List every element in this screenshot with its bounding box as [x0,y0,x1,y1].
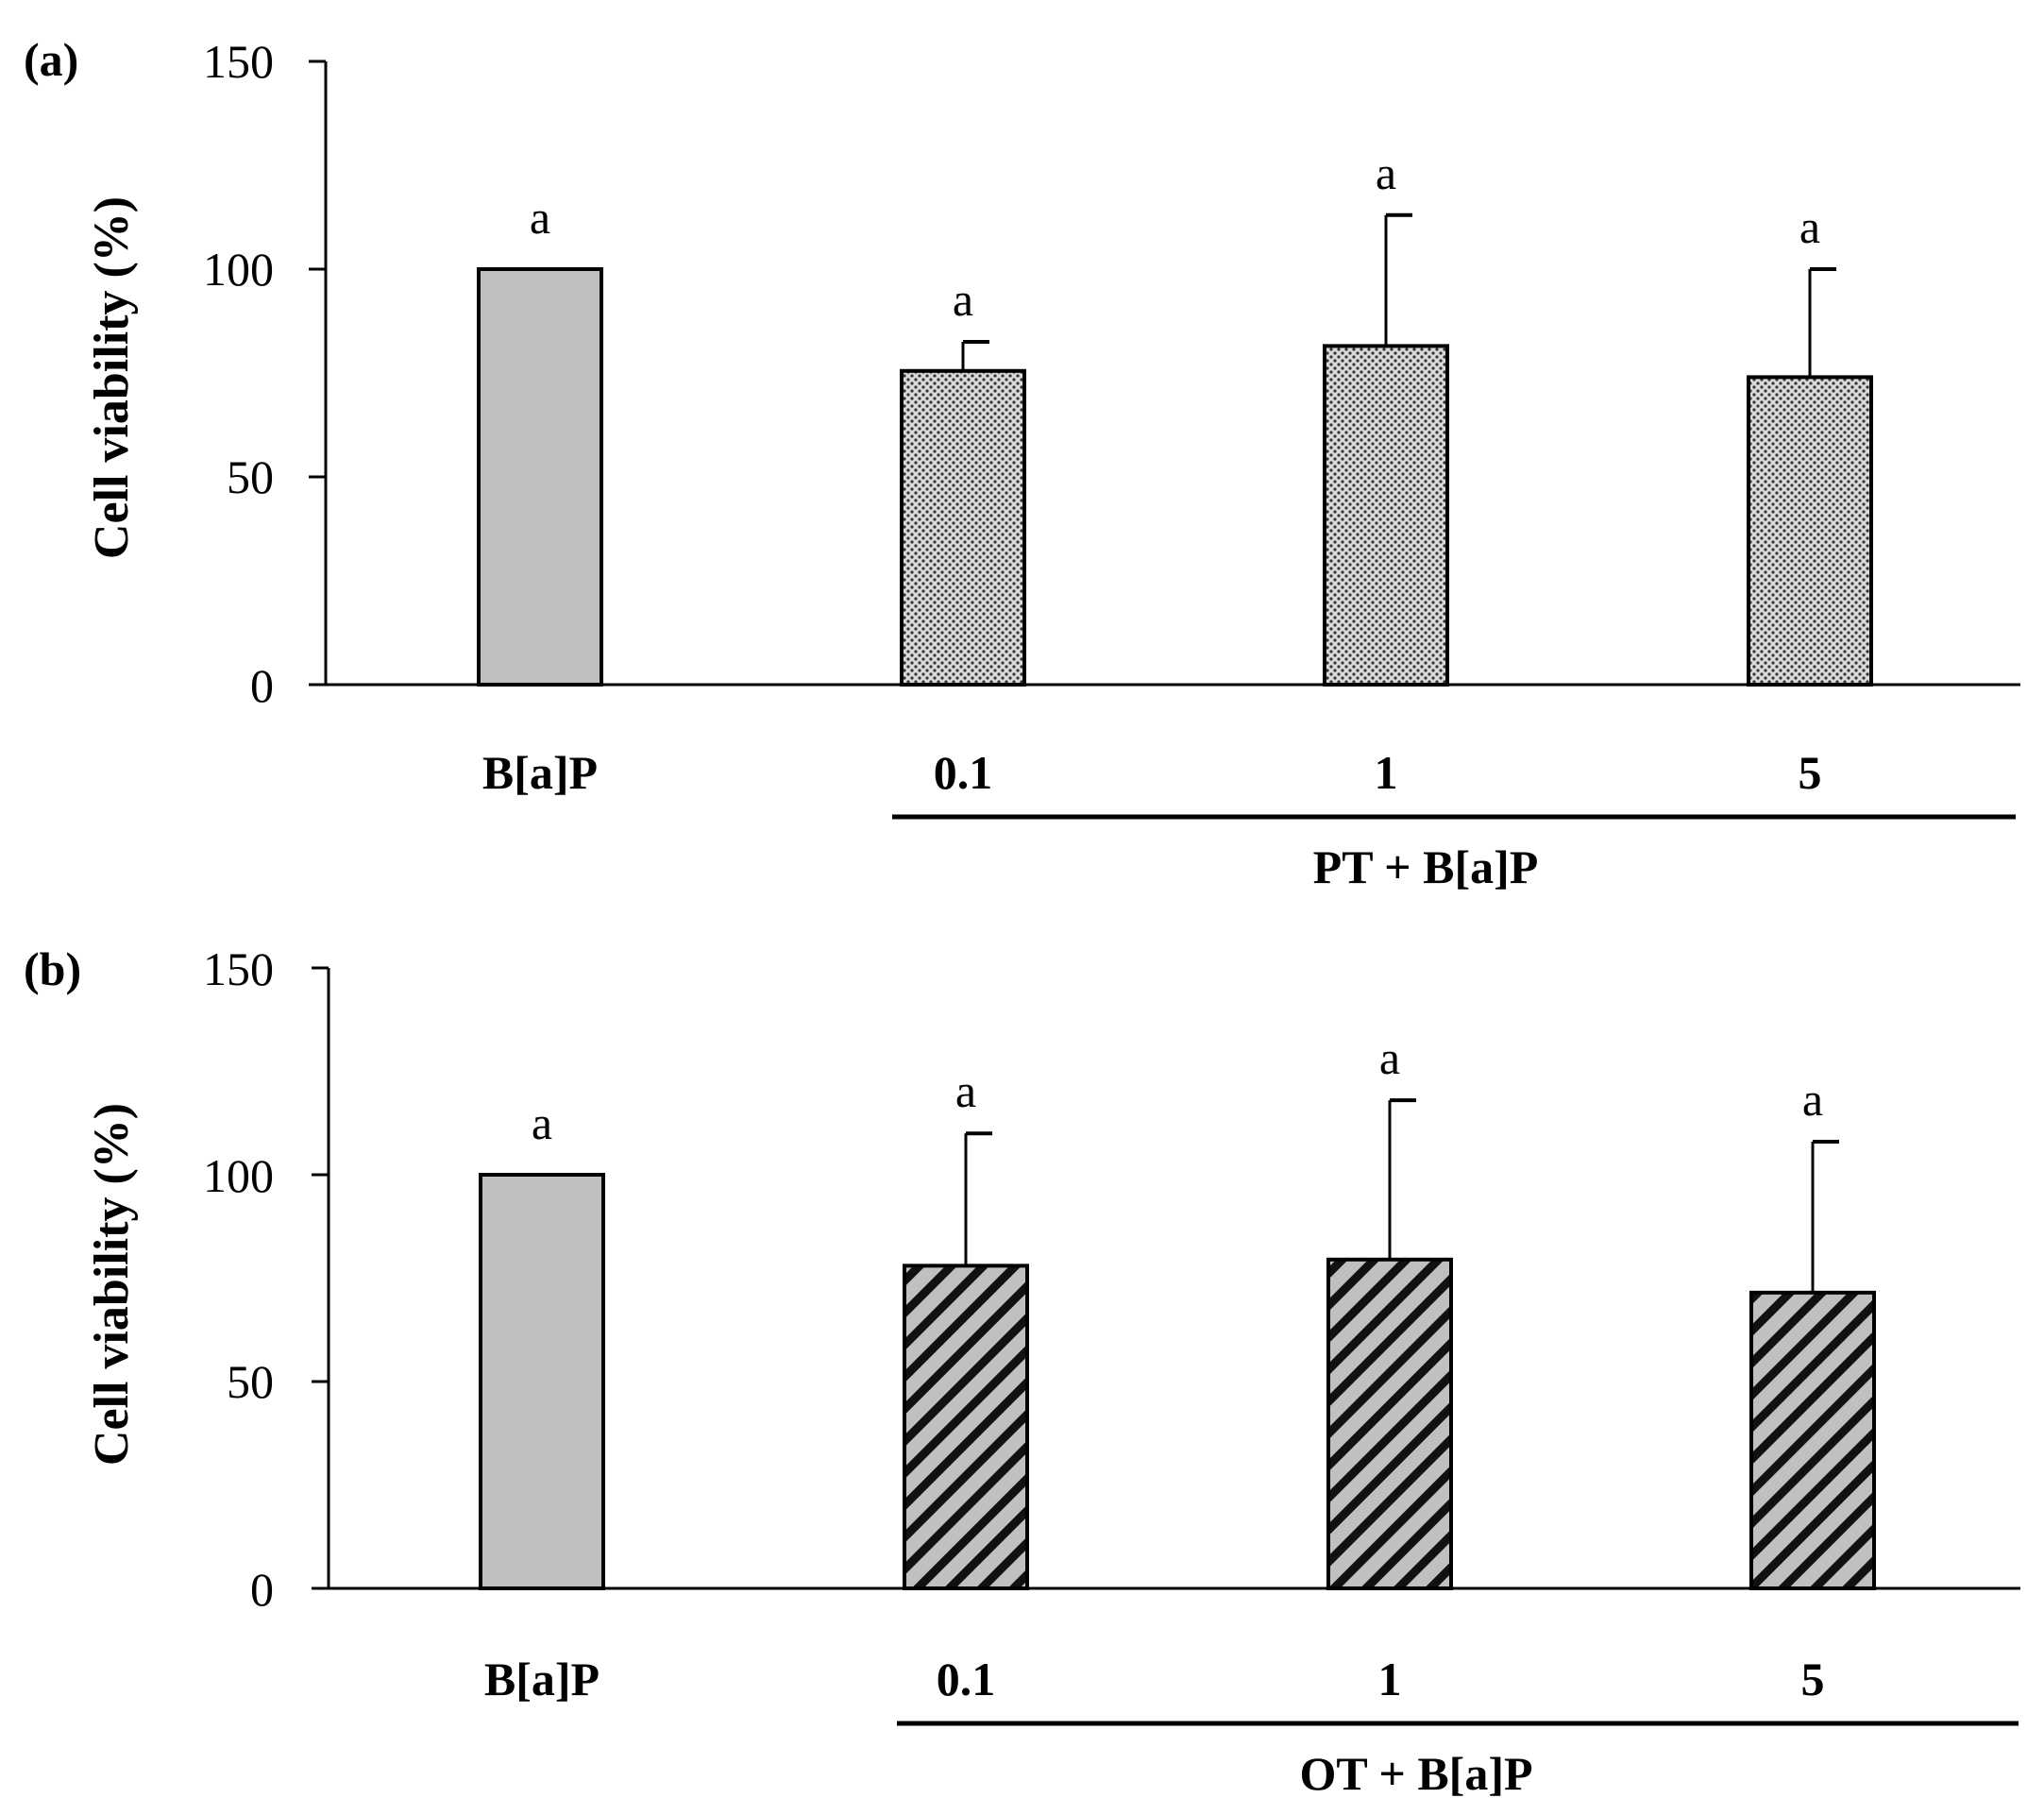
panel-b-bar-2 [1326,1257,1453,1591]
panel-b-bars: a a a a [479,1031,1876,1591]
panel-a-y-axis-label: Cell viability (%) [85,196,139,559]
panel-a-y-ticks: 0 50 100 150 [203,35,274,712]
panel-a-x-categories: B[a]P 0.1 1 5 [482,746,1822,799]
panel-a-bar-1 [900,368,1026,687]
panel-b-significance-1: a [955,1064,976,1117]
panel-a-ytick-0: 0 [250,659,274,712]
panel-a-cat-0.1: 0.1 [934,746,993,799]
panel-b-ytick-50: 50 [227,1355,274,1408]
panel-a-ytick-150: 150 [203,35,274,88]
panel-b-ytick-150: 150 [203,942,274,995]
panel-b-cat-bap: B[a]P [484,1653,600,1705]
panel-b-significance-0: a [532,1096,552,1149]
panel-b-cat-0.1: 0.1 [937,1653,996,1705]
panel-a-group-label: PT + B[a]P [1313,840,1539,893]
panel-a-significance-3: a [1799,200,1820,253]
panel-a-significance-2: a [1376,146,1396,199]
panel-b-ytick-0: 0 [250,1563,274,1616]
panel-a-cat-5: 5 [1799,746,1822,799]
panel-b-x-categories: B[a]P 0.1 1 5 [484,1653,1825,1705]
panel-a-cat-1: 1 [1375,746,1398,799]
panel-b-cat-1: 1 [1378,1653,1402,1705]
panel-a-bar-0 [477,267,603,687]
panel-b-group-label: OT + B[a]P [1299,1747,1532,1800]
panel-a-bar-2 [1323,344,1449,687]
panel-b: (b) Cell viability (%) 0 50 100 150 aaaa… [24,942,2020,1800]
panel-a-bars: a a a a [477,146,1873,687]
panel-b-cat-5: 5 [1801,1653,1825,1705]
panel-a-label: (a) [24,33,78,86]
panel-b-ytick-100: 100 [203,1149,274,1202]
panel-b-significance-3: a [1802,1073,1823,1126]
panel-b-significance-2: a [1379,1031,1400,1084]
panel-b-bar-0 [479,1173,605,1590]
panel-a: (a) Cell viability (%) 0 50 100 150 aaaa… [24,33,2020,893]
panel-a-ytick-50: 50 [227,450,274,503]
panel-a-ytick-100: 100 [203,243,274,296]
panel-b-bar-3 [1749,1290,1876,1590]
panel-a-cat-bap: B[a]P [482,746,598,799]
panel-b-axes [312,966,2020,1590]
panel-a-bar-3 [1747,375,1873,687]
panel-a-significance-0: a [530,191,550,244]
panel-a-axes [309,59,2020,687]
panel-b-label: (b) [24,942,81,995]
panel-b-y-axis-label: Cell viability (%) [85,1103,139,1466]
panel-a-significance-1: a [953,273,973,326]
panel-b-bar-1 [903,1264,1029,1590]
panel-b-y-ticks: 0 50 100 150 [203,942,274,1616]
